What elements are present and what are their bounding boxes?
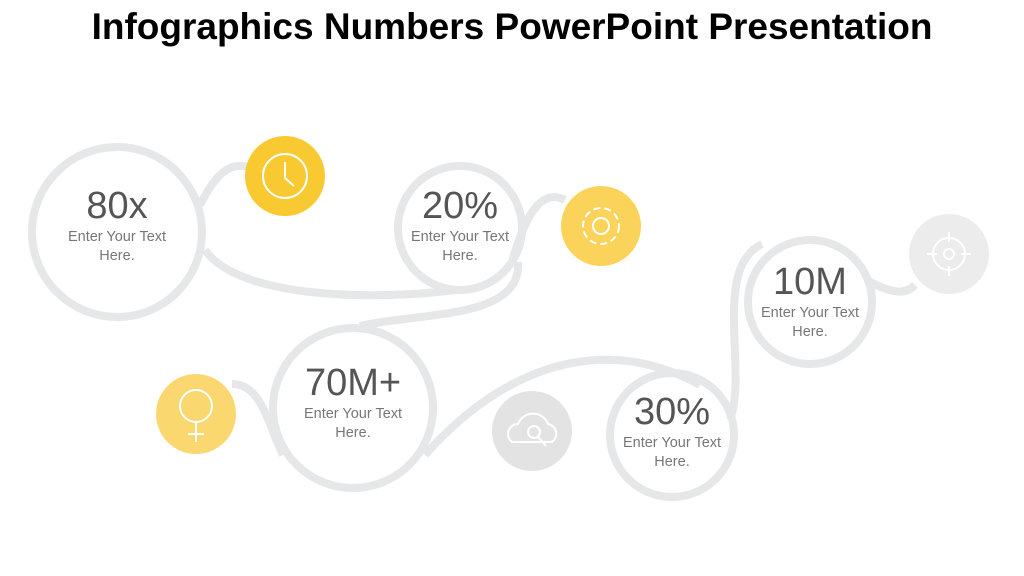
stat-text: Enter Your Text Here.	[760, 305, 860, 340]
stat: 70M+ Enter Your Text Here.	[288, 361, 418, 443]
stat-text: Enter Your Text Here.	[303, 406, 403, 441]
stat-text: Enter Your Text Here.	[622, 435, 722, 470]
title: Infographics Numbers PowerPoint Presenta…	[91, 6, 933, 47]
stat: 80x Enter Your Text Here.	[52, 184, 182, 266]
icons	[156, 136, 989, 471]
stat-text: Enter Your Text Here.	[410, 229, 510, 264]
stat-value: 30%	[633, 391, 711, 433]
stat-value: 70M+	[304, 362, 402, 404]
stat: 10M Enter Your Text Here.	[745, 260, 875, 342]
stat-text: Enter Your Text Here.	[67, 229, 167, 264]
stat: 20% Enter Your Text Here.	[395, 184, 525, 266]
stat-value: 10M	[773, 261, 847, 303]
stat-value: 80x	[86, 185, 148, 227]
stat: 30% Enter Your Text Here.	[607, 390, 737, 472]
stat-value: 20%	[421, 185, 499, 227]
ribbons	[28, 143, 918, 501]
